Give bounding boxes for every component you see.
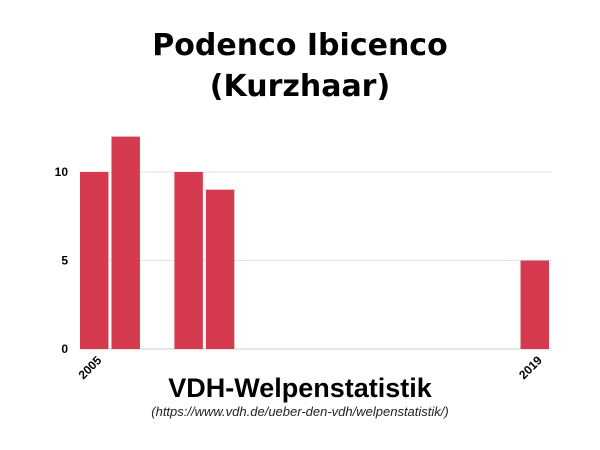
bar-2008	[174, 172, 203, 349]
y-tick-label: 5	[61, 254, 68, 268]
source-close-paren: )	[442, 404, 448, 419]
y-axis-ticks: 0 5 10	[55, 165, 69, 356]
bar-2009	[205, 189, 235, 349]
source-link[interactable]: (https://www.vdh.de/ueber-den-vdh/welpen…	[151, 404, 449, 419]
chart-title-line-2: (Kurzhaar)	[210, 69, 390, 104]
bar-2006	[111, 136, 140, 349]
footer-title: VDH-Welpenstatistik	[168, 373, 433, 403]
x-tick-label: 2019	[516, 353, 545, 382]
bars	[80, 136, 549, 349]
gridlines	[80, 171, 552, 350]
x-tick-label: 2005	[76, 353, 105, 382]
bar-2019	[520, 260, 549, 349]
y-tick-label: 10	[55, 165, 69, 179]
source-open-paren: (	[151, 404, 157, 419]
y-tick-label: 0	[61, 342, 68, 356]
bar-2005	[80, 172, 109, 349]
chart-title-line-1: Podenco Ibicenco	[152, 28, 447, 63]
source-url[interactable]: https://www.vdh.de/ueber-den-vdh/welpens…	[156, 404, 446, 419]
